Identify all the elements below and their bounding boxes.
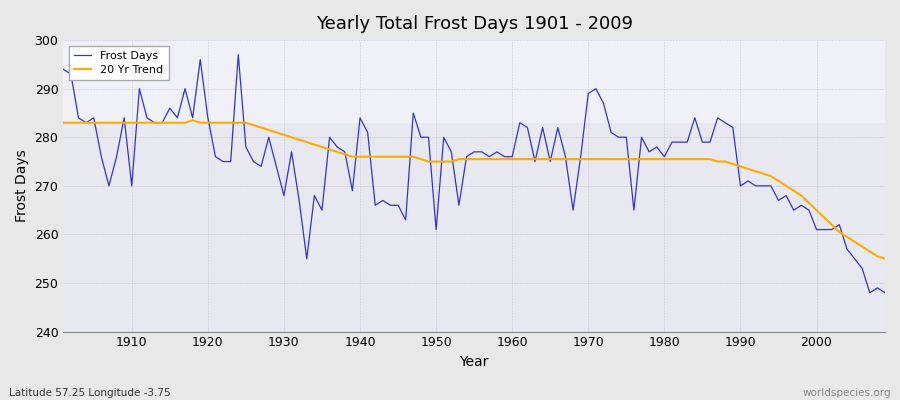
20 Yr Trend [507, 157, 517, 162]
Legend: Frost Days, 20 Yr Trend: Frost Days, 20 Yr Trend [68, 46, 168, 80]
X-axis label: Year: Year [460, 355, 489, 369]
20 Yr Trend [339, 152, 350, 157]
Bar [63, 40, 885, 123]
Text: worldspecies.org: worldspecies.org [803, 388, 891, 398]
Title: Yearly Total Frost Days 1901 - 2009: Yearly Total Frost Days 1901 - 2009 [316, 15, 633, 33]
20 Yr Trend [515, 157, 526, 162]
Frost Days [507, 154, 517, 159]
20 Yr Trend [119, 120, 130, 125]
Frost Days [58, 67, 68, 72]
Y-axis label: Frost Days: Frost Days [15, 150, 29, 222]
20 Yr Trend [606, 157, 616, 162]
Frost Days [293, 198, 304, 203]
Line: Frost Days: Frost Days [63, 55, 885, 293]
Frost Days [606, 130, 616, 135]
Frost Days [879, 290, 890, 295]
Frost Days [864, 290, 875, 295]
Frost Days [339, 150, 350, 154]
Frost Days [119, 116, 130, 120]
20 Yr Trend [58, 120, 68, 125]
20 Yr Trend [187, 118, 198, 123]
20 Yr Trend [293, 137, 304, 142]
Frost Days [515, 120, 526, 125]
Line: 20 Yr Trend: 20 Yr Trend [63, 120, 885, 259]
20 Yr Trend [879, 256, 890, 261]
Frost Days [233, 52, 244, 57]
Text: Latitude 57.25 Longitude -3.75: Latitude 57.25 Longitude -3.75 [9, 388, 171, 398]
